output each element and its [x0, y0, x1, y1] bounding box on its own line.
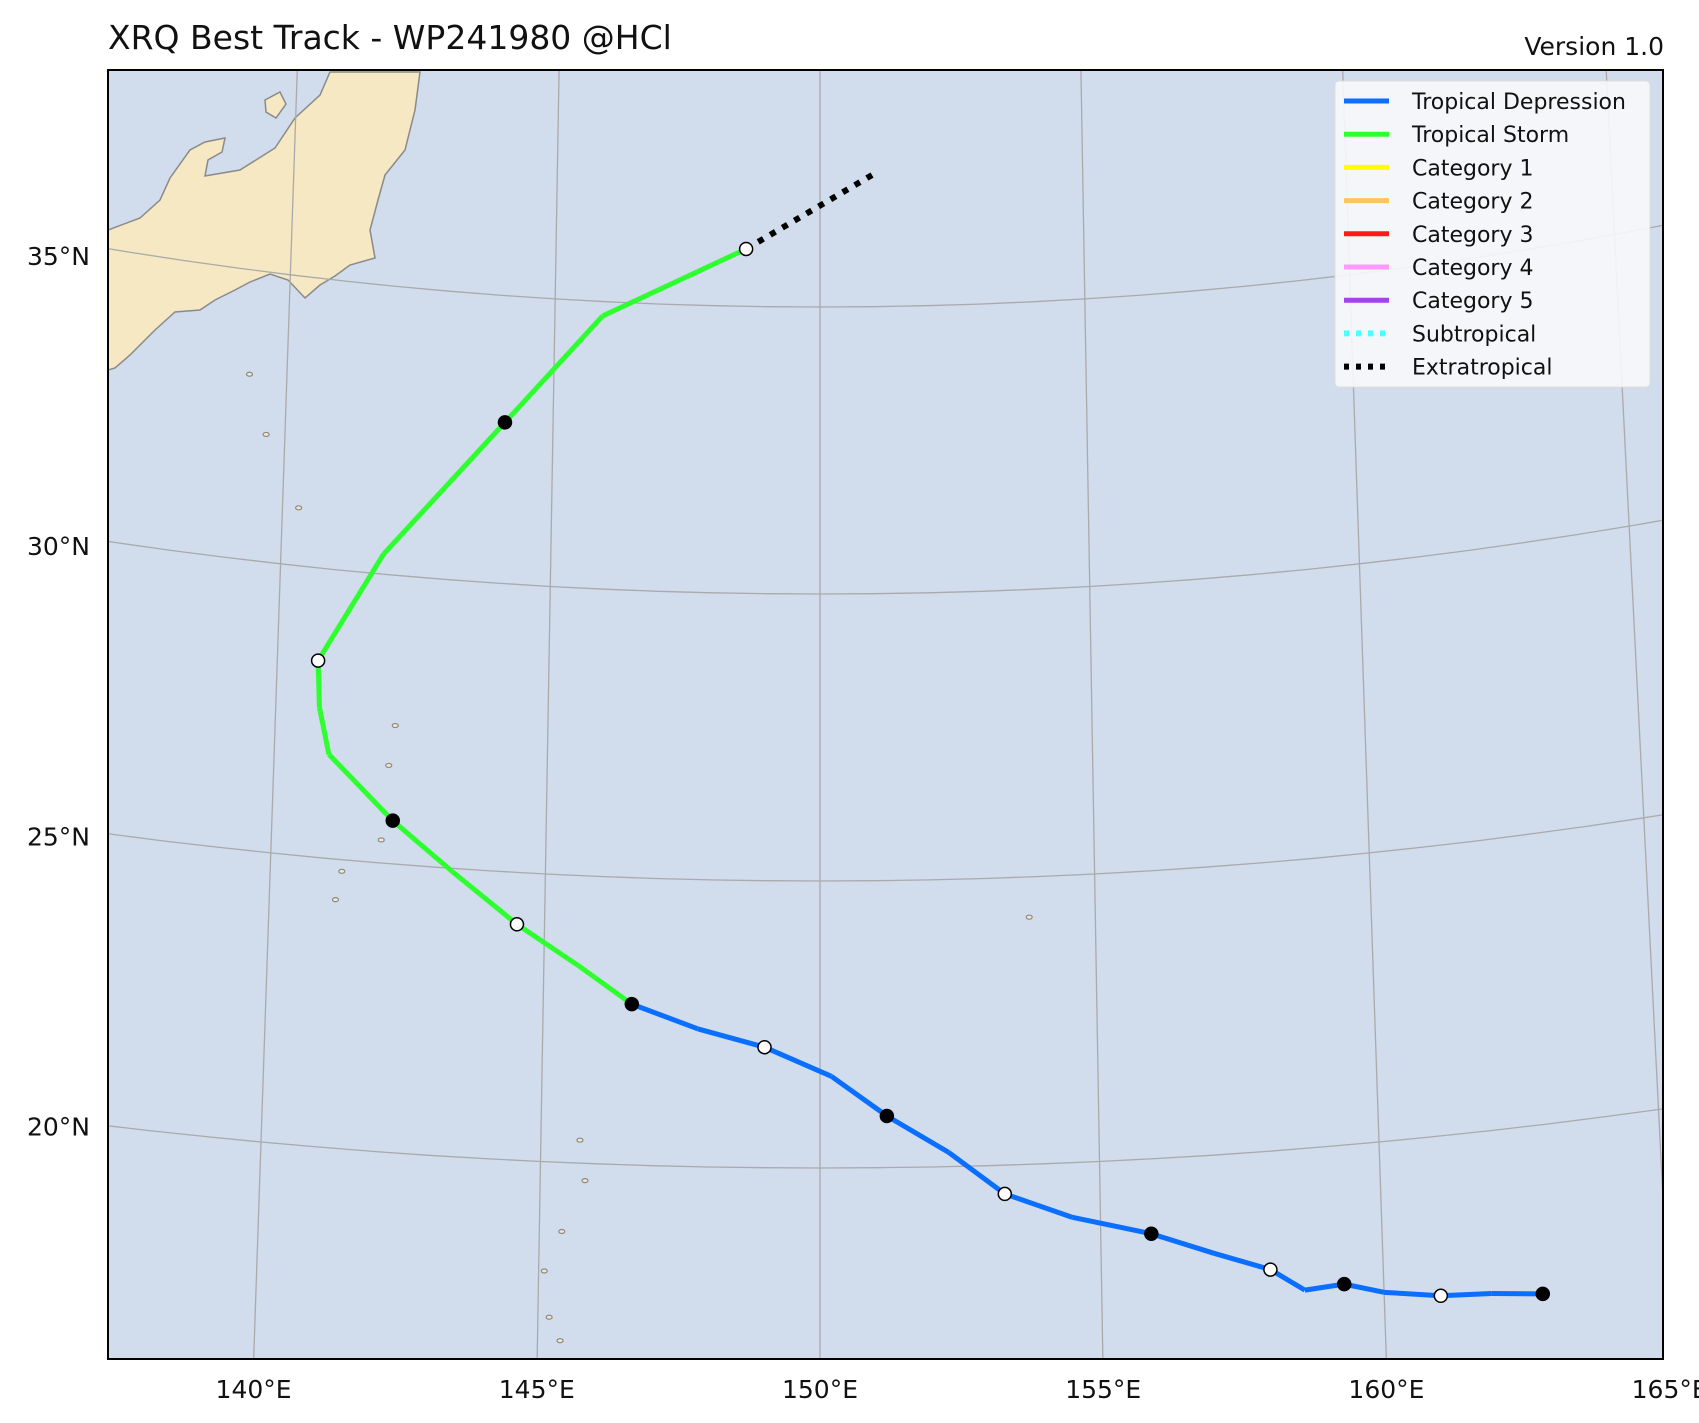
- island: [545, 1314, 553, 1320]
- legend-label: Category 1: [1412, 156, 1533, 181]
- legend-label: Tropical Depression: [1411, 90, 1626, 115]
- parallel-gridline: [108, 814, 1663, 882]
- legend-label: Tropical Storm: [1411, 123, 1569, 148]
- island: [556, 1338, 564, 1344]
- track-segment-ts: [316, 706, 332, 755]
- island: [245, 371, 254, 377]
- track-segment-td: [946, 1150, 1007, 1196]
- track-point-open: [757, 1039, 772, 1055]
- meridian-gridline: [536, 70, 560, 1359]
- parallel-gridline: [0, 0, 1699, 20]
- track-point-filled: [1535, 1286, 1551, 1302]
- track-point-open: [1433, 1288, 1449, 1304]
- island: [1025, 914, 1033, 920]
- track-point-open: [738, 241, 754, 257]
- legend-label: Category 3: [1412, 223, 1533, 248]
- legend-label: Category 4: [1412, 256, 1533, 281]
- track-segment-ts: [381, 420, 507, 556]
- lat-tick-label: 30°N: [27, 532, 90, 561]
- parallel-gridline: [108, 1108, 1663, 1169]
- island: [377, 837, 385, 843]
- track-segment-td: [1003, 1191, 1074, 1220]
- track-point-filled: [385, 813, 401, 828]
- island: [295, 505, 303, 511]
- track-segment-td: [1383, 1289, 1441, 1299]
- version-label: Version 1.0: [1524, 32, 1664, 61]
- island: [558, 1228, 566, 1235]
- map-frame: [107, 69, 1664, 1360]
- track-segment-ts: [515, 922, 579, 967]
- track-point-filled: [624, 996, 640, 1012]
- track-point-filled: [1144, 1226, 1159, 1242]
- japan-landmass: [108, 71, 421, 371]
- track-segment-td: [763, 1044, 833, 1079]
- page-title: XRQ Best Track - WP241980 @HCl: [108, 18, 672, 57]
- track-segment-ts: [575, 962, 634, 1007]
- lat-tick-label: 25°N: [27, 822, 90, 851]
- legend-label: Extratropical: [1412, 356, 1553, 381]
- track-segment-ts: [391, 818, 454, 874]
- legend-label: Subtropical: [1412, 322, 1536, 347]
- lon-tick-label: 155°E: [1065, 1375, 1141, 1404]
- lat-tick-label: 35°N: [27, 242, 90, 271]
- island: [262, 431, 270, 438]
- track-point-filled: [497, 415, 513, 430]
- track-segment-td: [1071, 1214, 1152, 1237]
- island: [391, 722, 399, 729]
- track-segment-ts: [503, 314, 605, 425]
- track-segment-ts: [327, 752, 395, 823]
- track-point-open: [1263, 1262, 1278, 1277]
- island: [331, 897, 340, 903]
- track-segment-td: [630, 1001, 699, 1032]
- parallel-gridline: [108, 519, 1663, 595]
- track-point-filled: [879, 1108, 895, 1124]
- track-segment-td: [1150, 1231, 1215, 1256]
- track-point-open: [509, 917, 525, 932]
- track-segment-ts: [450, 869, 519, 927]
- track-segment-ts: [315, 660, 322, 708]
- legend: Tropical Depression Tropical Storm Categor…: [1334, 80, 1651, 388]
- lon-tick-label: 150°E: [782, 1375, 858, 1404]
- legend-label: Category 2: [1412, 190, 1533, 215]
- meridian-gridline: [1080, 70, 1104, 1359]
- island: [385, 762, 393, 769]
- track-segment-td: [697, 1026, 766, 1050]
- island: [581, 1178, 589, 1184]
- legend-box: [1334, 80, 1651, 388]
- lon-tick-label: 140°E: [216, 1375, 292, 1404]
- track-point-filled: [1336, 1276, 1352, 1292]
- lon-tick-label: 145°E: [499, 1375, 575, 1404]
- track-segment-ex: [744, 169, 880, 252]
- lon-tick-label: 160°E: [1348, 1375, 1424, 1404]
- lat-tick-label: 20°N: [27, 1113, 90, 1142]
- track-segment-ts: [315, 552, 386, 662]
- track-segment-td: [885, 1113, 950, 1155]
- meridian-gridline: [0, 0, 40, 1401]
- island: [576, 1137, 584, 1143]
- island: [540, 1268, 548, 1274]
- track-segment-td: [829, 1074, 889, 1118]
- legend-label: Category 5: [1412, 289, 1533, 314]
- track-point-open: [997, 1186, 1013, 1202]
- track-segment-td: [1212, 1250, 1272, 1272]
- lon-tick-label: 165°E: [1632, 1375, 1699, 1404]
- island: [338, 868, 346, 874]
- track-point-open: [310, 653, 326, 668]
- track-segment-ts: [601, 246, 748, 319]
- meridian-gridline: [253, 70, 298, 1359]
- hokkaido-fragment: [264, 90, 287, 119]
- track-segment-td: [1440, 1291, 1492, 1299]
